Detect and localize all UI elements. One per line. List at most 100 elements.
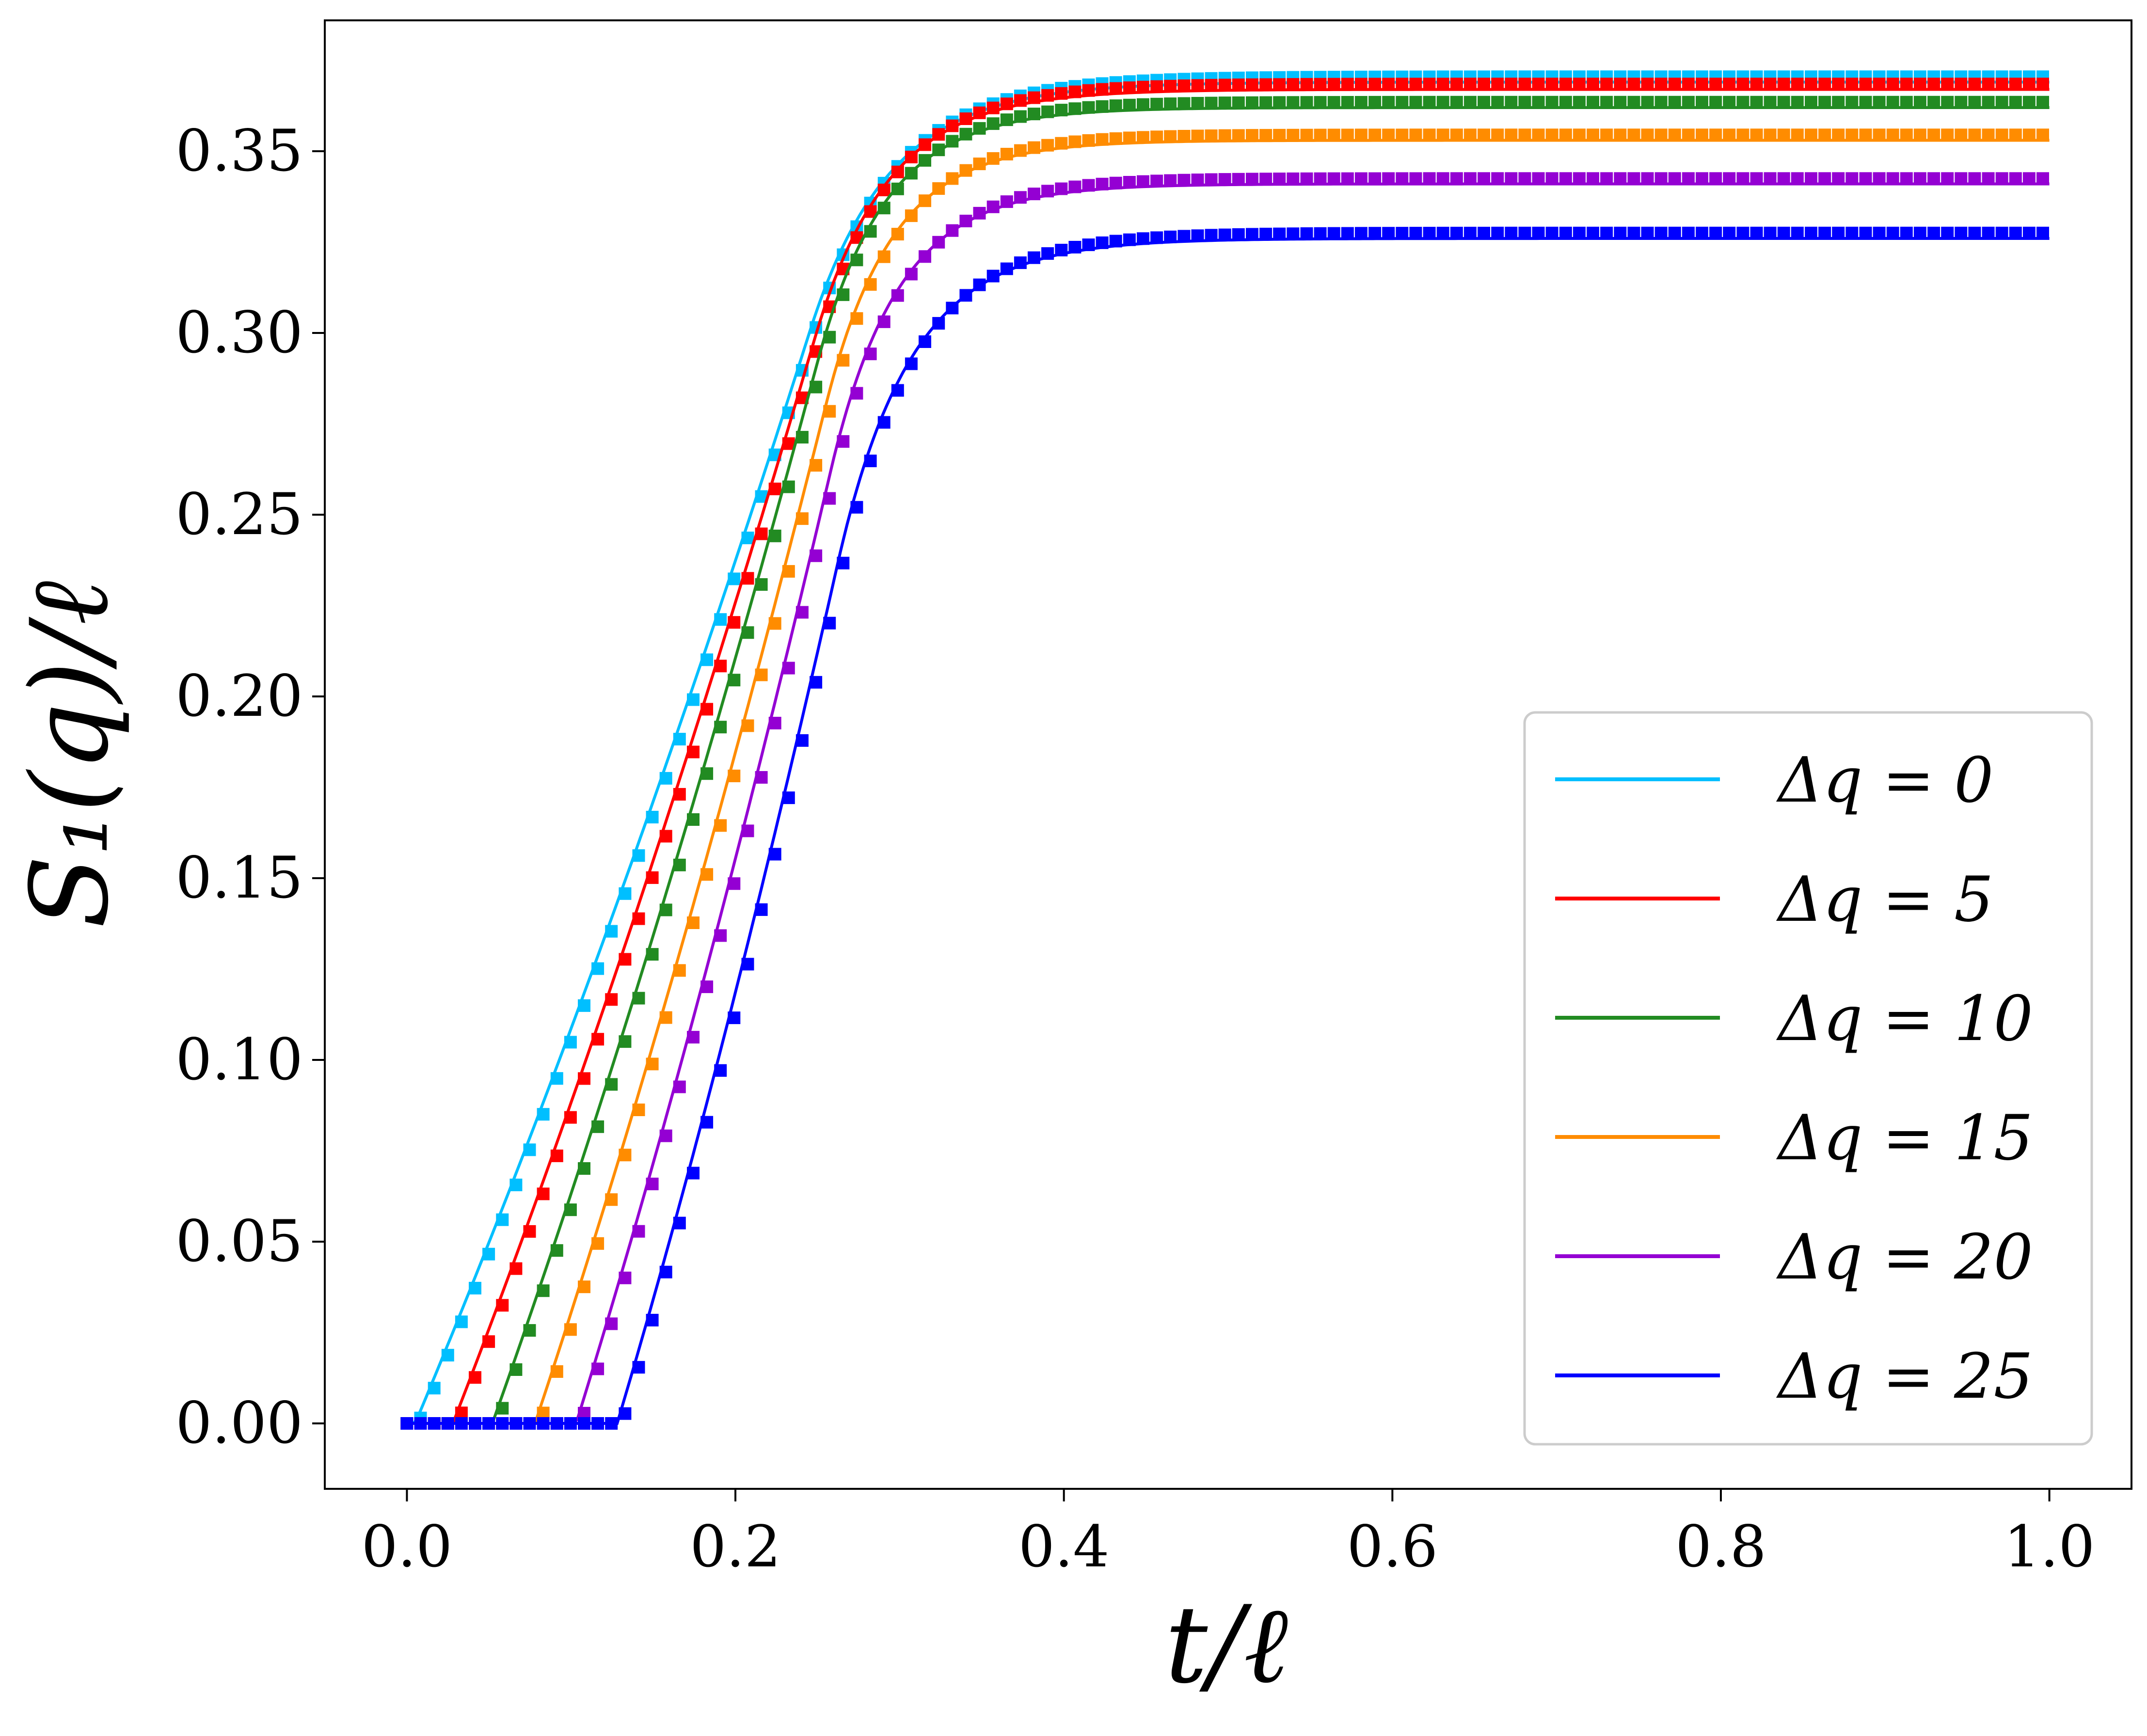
- data-point: [1436, 172, 1449, 185]
- data-point: [1709, 128, 1722, 142]
- data-point: [1300, 172, 1313, 185]
- data-point: [1314, 78, 1327, 91]
- data-point: [619, 1407, 632, 1420]
- data-point: [687, 916, 700, 929]
- data-point: [1859, 226, 1872, 239]
- data-point: [1068, 180, 1081, 193]
- data-point: [1327, 227, 1340, 240]
- data-point: [1055, 244, 1068, 256]
- series-3: [400, 128, 2050, 1430]
- data-point: [741, 531, 754, 544]
- data-point: [1028, 188, 1040, 201]
- data-point: [1573, 128, 1586, 142]
- data-point: [537, 1187, 550, 1200]
- data-point: [1587, 128, 1599, 142]
- data-point: [1273, 227, 1286, 240]
- data-point: [1096, 177, 1109, 190]
- data-point: [1750, 78, 1763, 91]
- data-point: [2022, 128, 2036, 142]
- data-point: [646, 948, 659, 961]
- data-point: [1068, 135, 1081, 148]
- data-point: [700, 1116, 714, 1129]
- data-point: [1450, 172, 1463, 185]
- data-point: [1246, 129, 1258, 142]
- data-point: [1900, 78, 1913, 91]
- data-point: [509, 1178, 523, 1191]
- data-point: [2022, 95, 2036, 109]
- legend-label: Δq = 5: [1776, 864, 1993, 936]
- data-point: [1232, 96, 1245, 109]
- data-point: [1096, 133, 1109, 146]
- data-point: [714, 1064, 727, 1077]
- data-point: [1995, 78, 2008, 91]
- data-point: [564, 1323, 577, 1336]
- data-point: [864, 278, 877, 291]
- data-point: [1559, 128, 1572, 142]
- data-point: [1450, 95, 1463, 109]
- data-point: [768, 717, 781, 729]
- data-point: [509, 1417, 523, 1430]
- data-point: [537, 1417, 550, 1430]
- y-tick-label: 0.15: [175, 844, 303, 911]
- data-point: [891, 289, 904, 302]
- data-point: [1927, 226, 1940, 239]
- x-tick-label: 1.0: [2004, 1513, 2095, 1580]
- data-point: [1232, 129, 1245, 142]
- data-point: [1668, 78, 1681, 91]
- data-point: [1368, 172, 1382, 185]
- data-point: [795, 606, 809, 619]
- data-point: [1764, 95, 1777, 109]
- data-point: [550, 1365, 563, 1378]
- data-point: [1423, 227, 1436, 239]
- data-point: [864, 347, 877, 361]
- data-point: [1382, 78, 1395, 91]
- data-point: [1014, 144, 1027, 157]
- data-point: [1600, 172, 1613, 185]
- data-point: [1123, 81, 1136, 94]
- data-point: [1723, 172, 1736, 185]
- data-point: [537, 1108, 550, 1121]
- data-point: [1246, 228, 1258, 241]
- data-point: [1982, 172, 1995, 185]
- data-point: [632, 1361, 645, 1374]
- x-tick-label: 0.8: [1675, 1513, 1766, 1580]
- data-point: [659, 830, 672, 843]
- data-point: [1654, 172, 1668, 185]
- data-point: [1968, 172, 1981, 185]
- data-point: [728, 674, 741, 687]
- data-point: [959, 112, 972, 125]
- data-point: [482, 1335, 495, 1348]
- y-tick-label: 0.20: [175, 663, 303, 729]
- data-point: [687, 1031, 700, 1044]
- data-point: [986, 101, 1000, 114]
- data-point: [1300, 128, 1313, 142]
- data-point: [687, 1167, 700, 1180]
- data-point: [1259, 96, 1272, 109]
- data-point: [1505, 128, 1518, 142]
- data-point: [1259, 129, 1272, 142]
- data-point: [932, 143, 945, 157]
- data-point: [1736, 78, 1749, 91]
- data-point: [919, 138, 931, 151]
- data-point: [1791, 226, 1804, 239]
- data-point: [1968, 78, 1981, 91]
- data-point: [1518, 78, 1531, 91]
- legend-label: Δq = 15: [1776, 1102, 2033, 1174]
- data-point: [1273, 78, 1286, 91]
- data-point: [1614, 78, 1627, 91]
- data-point: [1927, 172, 1940, 185]
- data-point: [1913, 172, 1926, 185]
- data-point: [959, 164, 972, 177]
- data-point: [1232, 173, 1245, 186]
- data-point: [1505, 226, 1518, 239]
- data-point: [1627, 226, 1640, 239]
- data-point: [1463, 78, 1477, 91]
- data-point: [1818, 95, 1831, 109]
- data-point: [1982, 226, 1995, 239]
- y-tick-label: 0.35: [175, 117, 303, 184]
- data-point: [1436, 78, 1449, 91]
- data-point: [973, 206, 986, 220]
- data-point: [1545, 128, 1559, 142]
- data-point: [1654, 78, 1668, 91]
- data-point: [1641, 78, 1654, 91]
